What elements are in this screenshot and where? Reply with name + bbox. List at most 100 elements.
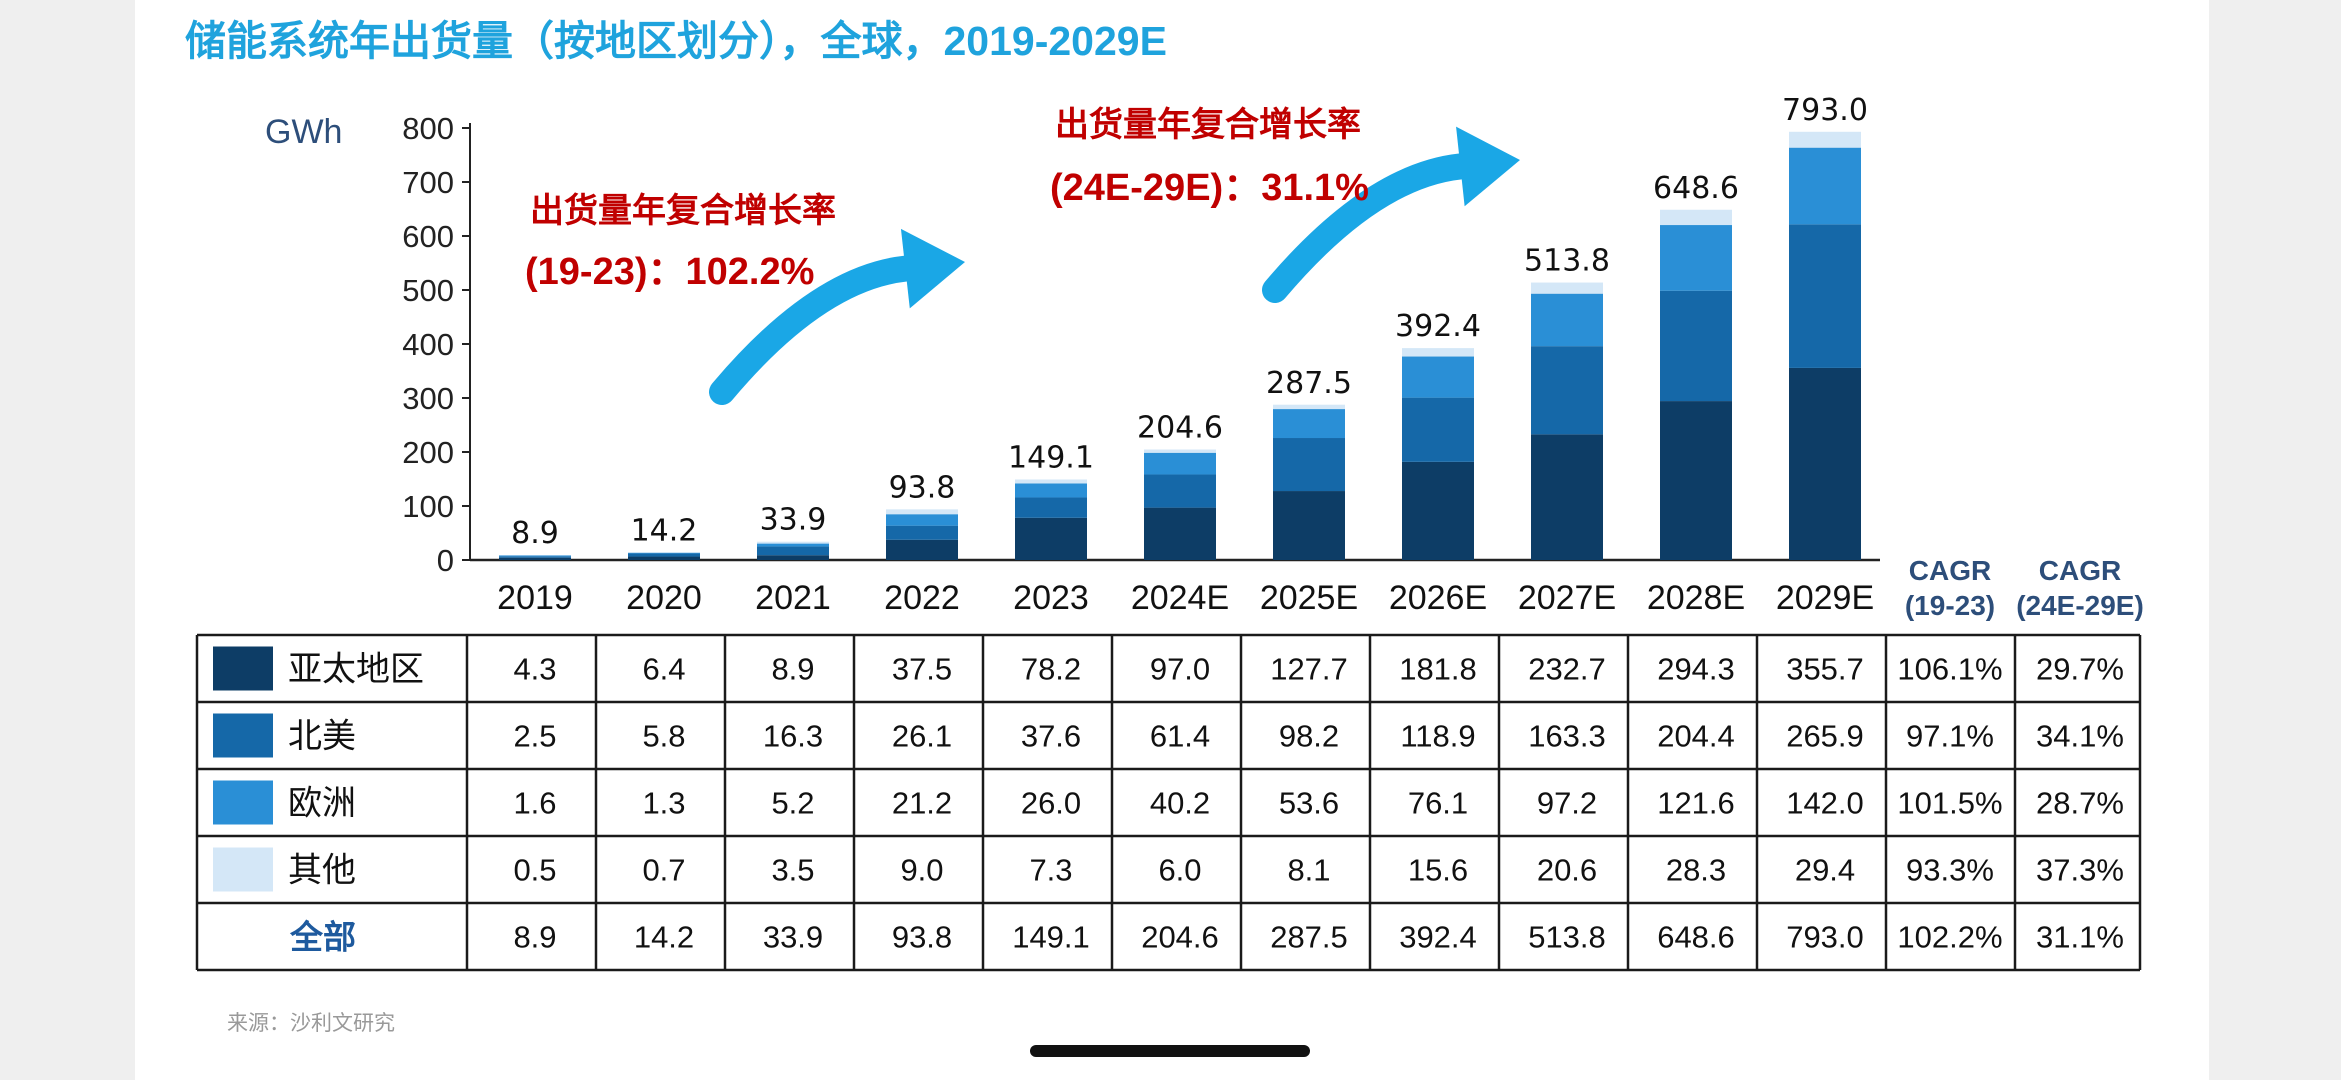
- x-axis-ticks: 2019 2020 2021 2022 2023 2024E 2025E 2026E 2027E…: [497, 579, 1874, 617]
- table-cell: 6.4: [642, 652, 685, 687]
- table-cell: 127.7: [1270, 652, 1348, 687]
- table-cell: 15.6: [1408, 853, 1468, 888]
- bar-segment: [757, 541, 829, 544]
- data-table: 亚太地区 4.3 6.4 8.9 37.5 78.2 97.0 127.7 181.8 232.7…: [195, 633, 2142, 972]
- bar-segment: [1789, 224, 1861, 368]
- bar-segment: [1015, 517, 1087, 560]
- total-labels: 8.9 14.2 33.9 93.8 149.1 204.6 287.5 392.4 513.8…: [511, 93, 1868, 551]
- bar-segment: [499, 556, 571, 558]
- bar-segment: [1144, 507, 1216, 560]
- table-cell-total-cagr: 31.1%: [2036, 920, 2124, 955]
- y-axis-ticks: 0 100 200 300 400 500 600 700 800: [402, 111, 470, 578]
- annotation-1-line1: 出货量年复合增长率: [530, 191, 836, 231]
- bar-segment: [628, 552, 700, 554]
- table-cell: 181.8: [1399, 652, 1477, 687]
- y-tick-label: 100: [402, 489, 454, 524]
- legend-label: 北美: [288, 717, 356, 757]
- table-cell: 26.0: [1021, 786, 1081, 821]
- table-cell: 9.0: [900, 853, 943, 888]
- bar-segment: [1402, 461, 1474, 560]
- x-tick-label: 2019: [497, 579, 573, 617]
- growth-arrows: [709, 126, 1520, 405]
- total-label: 93.8: [889, 470, 956, 505]
- table-cell-cagr: 29.7%: [2036, 652, 2124, 687]
- bar-segment: [1531, 346, 1603, 435]
- bar-segment: [499, 555, 571, 557]
- cagr-header-2-line2: (24E-29E): [2016, 590, 2144, 621]
- legend-swatch: [213, 646, 273, 691]
- bar-segment: [1273, 409, 1345, 439]
- bar-segment: [1015, 479, 1087, 484]
- bar-segment: [1660, 401, 1732, 560]
- table-cell-total: 33.9: [763, 920, 823, 955]
- legend-label: 其他: [288, 851, 356, 891]
- y-tick-label: 800: [402, 111, 454, 146]
- bar-segment: [1144, 449, 1216, 453]
- bar-segment: [1660, 225, 1732, 291]
- table-cell-total-cagr: 102.2%: [1897, 920, 2002, 955]
- y-tick-label: 200: [402, 435, 454, 470]
- bar-segment: [1789, 147, 1861, 225]
- table-cell: 26.1: [892, 719, 952, 754]
- cagr-header-1-line1: CAGR: [1909, 555, 1991, 586]
- home-indicator[interactable]: [1030, 1045, 1310, 1057]
- table-cell-cagr: 28.7%: [2036, 786, 2124, 821]
- table-cell: 3.5: [771, 853, 814, 888]
- table-cell-cagr: 106.1%: [1897, 652, 2002, 687]
- table-cell-total: 14.2: [634, 920, 694, 955]
- table-cell: 40.2: [1150, 786, 1210, 821]
- table-cell: 6.0: [1158, 853, 1201, 888]
- x-tick-label: 2025E: [1260, 579, 1358, 617]
- y-tick-label: 500: [402, 273, 454, 308]
- total-label: 513.8: [1524, 244, 1610, 279]
- table-cell: 2.5: [513, 719, 556, 754]
- table-cell: 28.3: [1666, 853, 1726, 888]
- table-cell: 5.2: [771, 786, 814, 821]
- bar-segment: [757, 546, 829, 556]
- bar-segment: [1402, 348, 1474, 357]
- x-tick-label: 2027E: [1518, 579, 1616, 617]
- legend-swatch: [213, 713, 273, 758]
- x-tick-label: 2023: [1013, 579, 1089, 617]
- bar-segment: [1015, 483, 1087, 498]
- total-row-label: 全部: [289, 918, 356, 957]
- bar-segment: [886, 509, 958, 515]
- table-cell: 5.8: [642, 719, 685, 754]
- arrow-shaft: [1262, 153, 1474, 303]
- table-cell: 29.4: [1795, 853, 1855, 888]
- bar-segment: [757, 555, 829, 560]
- x-tick-label: 2028E: [1647, 579, 1745, 617]
- cagr-header-2-line1: CAGR: [2039, 555, 2121, 586]
- table-cell-total: 8.9: [513, 920, 556, 955]
- total-label: 793.0: [1782, 93, 1868, 128]
- table-cell-total: 204.6: [1141, 920, 1219, 955]
- table-cell-cagr: 101.5%: [1897, 786, 2002, 821]
- table-cell: 37.6: [1021, 719, 1081, 754]
- total-label: 392.4: [1395, 309, 1481, 344]
- y-tick-label: 300: [402, 381, 454, 416]
- y-axis-unit: GWh: [265, 113, 342, 151]
- table-cell-total: 648.6: [1657, 920, 1735, 955]
- source-note: 来源：沙利文研究: [227, 1011, 395, 1035]
- table-cell-cagr: 34.1%: [2036, 719, 2124, 754]
- bar-segment: [886, 539, 958, 560]
- growth-arrow-icon: [1262, 126, 1520, 303]
- annotation-1-line2: (19-23)：102.2%: [525, 251, 814, 293]
- table-cell: 118.9: [1400, 719, 1475, 754]
- x-tick-label: 2029E: [1776, 579, 1874, 617]
- legend-swatch: [213, 780, 273, 825]
- table-cell: 204.4: [1657, 719, 1735, 754]
- table-cell-cagr: 37.3%: [2036, 853, 2124, 888]
- legend-label: 欧洲: [288, 784, 356, 824]
- bar-segment: [499, 557, 571, 560]
- arrow-head: [1456, 126, 1520, 207]
- table-cell: 163.3: [1528, 719, 1606, 754]
- table-cell: 7.3: [1029, 853, 1072, 888]
- legend-label: 亚太地区: [288, 650, 424, 690]
- legend-swatch: [213, 847, 273, 892]
- annotation-2-line2: (24E-29E)：31.1%: [1050, 167, 1369, 209]
- table-cell-total: 93.8: [892, 920, 952, 955]
- total-label: 33.9: [760, 503, 827, 538]
- table-cell: 16.3: [763, 719, 823, 754]
- table-cell: 355.7: [1786, 652, 1864, 687]
